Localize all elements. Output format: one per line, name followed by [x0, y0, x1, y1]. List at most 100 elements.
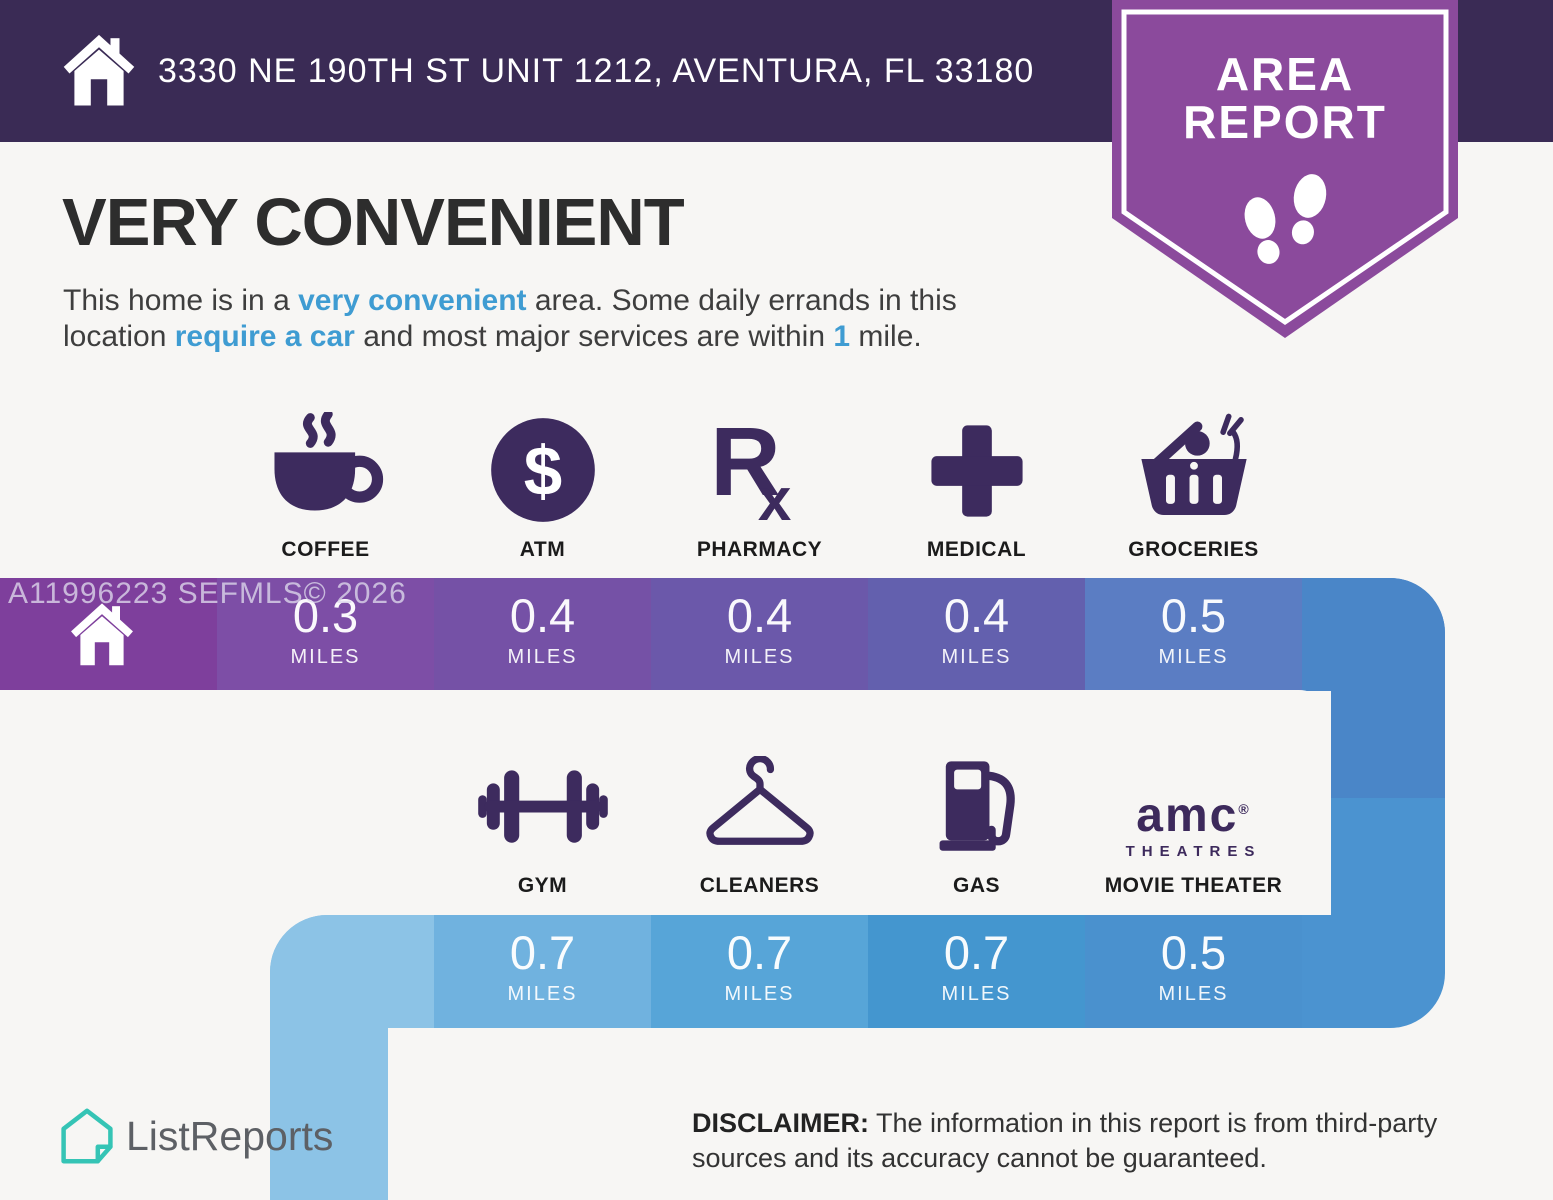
column-groceries: GROCERIES: [1085, 394, 1302, 562]
listreports-logo: ListReports: [60, 1106, 333, 1166]
desc-part4: mile.: [850, 320, 922, 353]
desc-part2b: location: [63, 320, 175, 353]
distance-unit: MILES: [941, 983, 1012, 1005]
distance-unit: MILES: [724, 646, 795, 668]
column-pharmacy: R x PHARMACY: [651, 394, 868, 562]
column-coffee: COFFEE: [217, 394, 434, 562]
svg-text:$: $: [523, 432, 561, 510]
band-left-vertical: [260, 915, 388, 1200]
distance-value: 0.4: [509, 589, 576, 642]
column-medical: MEDICAL: [868, 394, 1085, 562]
place-label: GROCERIES: [1128, 538, 1259, 561]
distance-unit: MILES: [1158, 646, 1229, 668]
property-address: 3330 NE 190TH ST UNIT 1212, AVENTURA, FL…: [158, 51, 1035, 90]
distance-unit: MILES: [290, 646, 361, 668]
distance-unit: MILES: [724, 983, 795, 1005]
band-cell-bg-groceries: [1085, 578, 1302, 691]
band-right-vertical-lower: [1331, 798, 1445, 1030]
column-cleaners: CLEANERS: [651, 736, 868, 898]
mls-watermark: A11996223 SEFMLS© 2026: [8, 577, 407, 610]
band-cell-bg-coffee: [217, 578, 434, 691]
desc-highlight-1: very convenient: [298, 284, 527, 317]
description: This home is in a very convenient area. …: [63, 283, 1123, 355]
area-report-badge: AREA REPORT: [1112, 0, 1458, 340]
amc-subtitle: THEATRES: [1125, 843, 1262, 860]
column-atm: $ ATM: [434, 394, 651, 562]
desc-part3: and most major services are within: [354, 320, 834, 353]
home-icon: [71, 602, 133, 665]
place-label: GAS: [952, 874, 1000, 897]
place-label: PHARMACY: [696, 538, 823, 561]
band-cell-bg-pharmacy: [651, 578, 868, 691]
footprints-icon: [1244, 174, 1327, 264]
badge-border: [1121, 9, 1449, 326]
svg-text:R: R: [710, 412, 780, 516]
disclaimer: DISCLAIMER: The information in this repo…: [692, 1106, 1492, 1176]
band-cell-bg-movie: [1085, 915, 1302, 1028]
atm-icon: $: [490, 418, 595, 522]
listreports-wordmark: ListReports: [126, 1112, 334, 1159]
distance-atm: 0.4 MILES: [434, 592, 651, 669]
badge-line1: AREA: [1216, 48, 1354, 100]
dumbbell-icon: [477, 770, 608, 843]
distance-cleaners: 0.7 MILES: [651, 929, 868, 1006]
home-icon: [63, 34, 135, 106]
distance-value: 0.4: [943, 589, 1010, 642]
disclaimer-text: The information in this report is from t…: [692, 1108, 1438, 1174]
place-label: MOVIE THEATER: [1104, 874, 1283, 897]
distance-groceries: 0.5 MILES: [1085, 592, 1302, 669]
band-cell-bg-atm: [434, 578, 651, 691]
distance-value: 0.3: [292, 589, 359, 642]
distance-value: 0.7: [943, 926, 1010, 979]
place-label: COFFEE: [281, 538, 370, 561]
column-gas: GAS: [868, 736, 1085, 898]
distance-pharmacy: 0.4 MILES: [651, 592, 868, 669]
registered-mark: ®: [1238, 801, 1251, 817]
desc-part2a: area. Some daily errands in this: [526, 284, 957, 317]
band-cell-bg-gas: [868, 915, 1085, 1028]
place-label: GYM: [517, 874, 568, 897]
distance-medical: 0.4 MILES: [868, 592, 1085, 669]
distance-value: 0.7: [509, 926, 576, 979]
distance-coffee: 0.3 MILES: [217, 592, 434, 669]
column-movie-theater: amc® THEATRES MOVIE THEATER: [1085, 736, 1302, 898]
distance-gas: 0.7 MILES: [868, 929, 1085, 1006]
band-turn-bottom-right: [1302, 915, 1331, 1028]
desc-highlight-3: 1: [833, 320, 851, 353]
place-label: MEDICAL: [926, 538, 1027, 561]
svg-text:x: x: [757, 466, 790, 524]
distance-unit: MILES: [507, 983, 578, 1005]
band-cell-bg-medical: [868, 578, 1085, 691]
desc-highlight-2: require a car: [174, 320, 355, 353]
medical-cross-icon: [930, 425, 1023, 517]
grocery-basket-icon: [1140, 413, 1247, 516]
disclaimer-label: DISCLAIMER:: [692, 1108, 869, 1138]
page-title: VERY CONVENIENT: [62, 185, 685, 260]
distance-value: 0.4: [726, 589, 793, 642]
distance-value: 0.7: [726, 926, 793, 979]
distance-value: 0.5: [1160, 589, 1227, 642]
amc-wordmark: amc: [1136, 789, 1239, 842]
pharmacy-icon: R x: [710, 412, 791, 524]
place-label: CLEANERS: [699, 874, 820, 897]
distance-unit: MILES: [941, 646, 1012, 668]
column-gym: GYM: [434, 736, 651, 898]
badge-shape: [1112, 0, 1458, 338]
distance-unit: MILES: [1158, 983, 1229, 1005]
desc-part1: This home is in a: [63, 284, 299, 317]
band-cell-bg-gym: [434, 915, 651, 1028]
distance-unit: MILES: [507, 646, 578, 668]
coffee-icon: [273, 412, 383, 511]
band-right-vertical-upper: [1331, 578, 1445, 798]
band-home-cell: [0, 578, 217, 691]
place-label: ATM: [519, 538, 566, 561]
badge-line2: REPORT: [1183, 96, 1387, 148]
distance-movie-theater: 0.5 MILES: [1085, 929, 1302, 1006]
distance-value: 0.5: [1160, 926, 1227, 979]
hanger-icon: [705, 756, 814, 845]
gas-pump-icon: [939, 761, 1015, 851]
distance-gym: 0.7 MILES: [434, 929, 651, 1006]
amc-theatres-logo: amc® THEATRES: [1125, 789, 1262, 861]
